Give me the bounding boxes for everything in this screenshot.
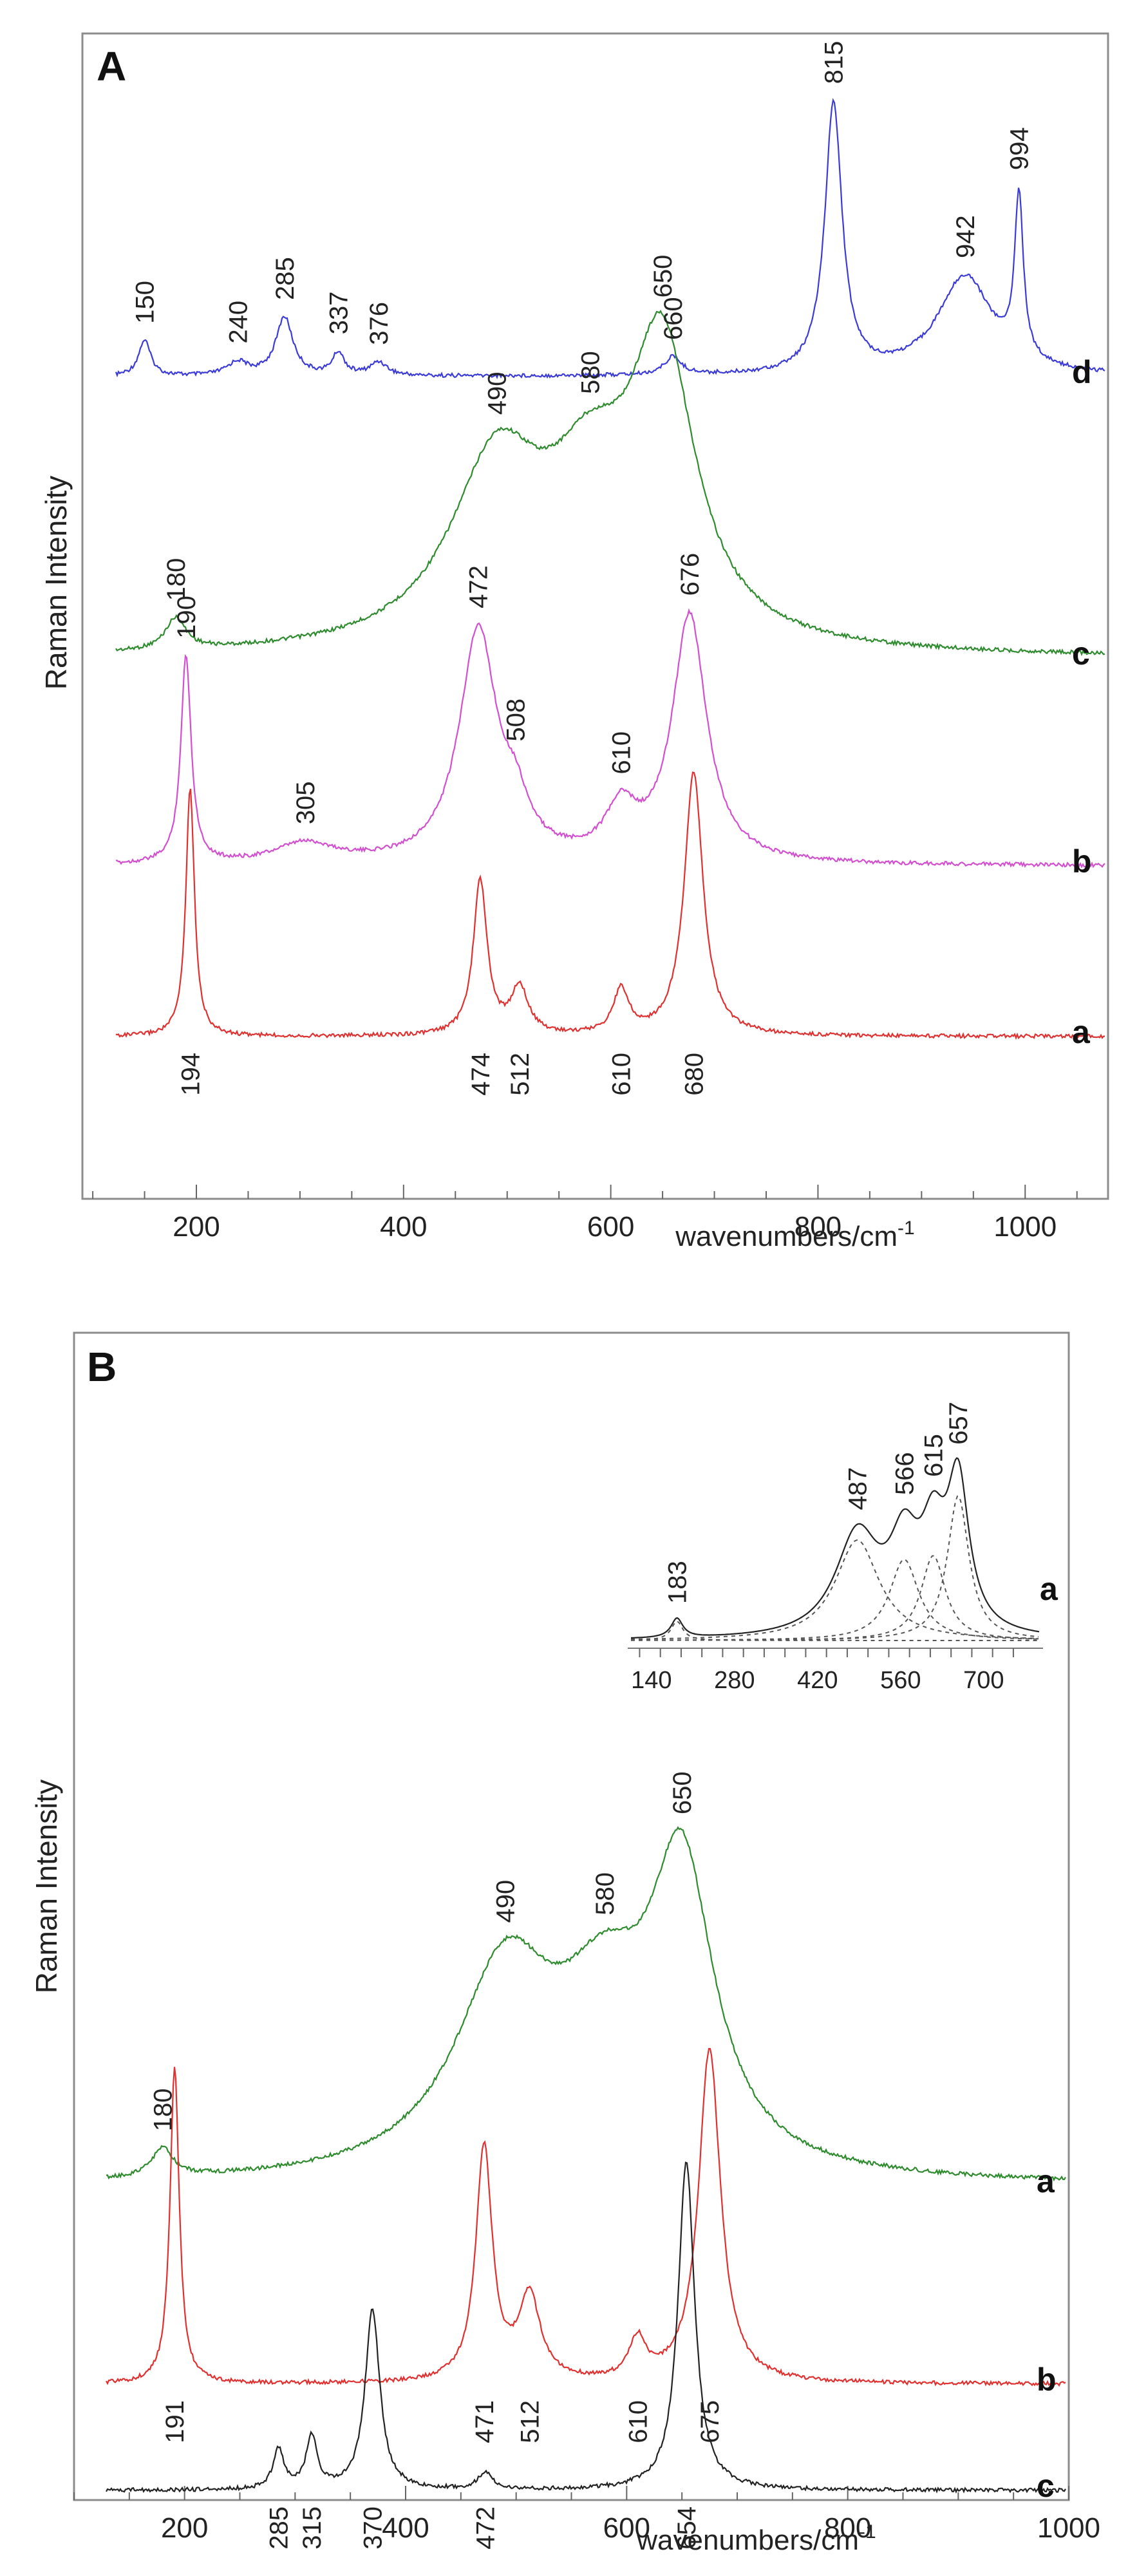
x-tick-label: 1000 <box>1037 2512 1100 2544</box>
peak-label: 180 <box>149 2089 177 2132</box>
peak-label: 490 <box>492 1880 520 1923</box>
peak-label: 150 <box>131 281 160 324</box>
peak-label: 240 <box>224 301 252 344</box>
inset-component-curve <box>630 1620 1039 1641</box>
peak-label: 472 <box>465 565 493 608</box>
peak-label: 815 <box>820 41 849 84</box>
peak-label: 610 <box>608 731 636 775</box>
peak-label: 512 <box>516 2400 544 2443</box>
peak-label: 191 <box>161 2400 189 2443</box>
peak-label: 474 <box>467 1053 495 1096</box>
series-b-label: b <box>1037 2362 1057 2398</box>
peak-label: 370 <box>359 2506 388 2550</box>
series-d-line <box>115 98 1105 379</box>
peak-label: 285 <box>265 2506 294 2550</box>
panel-b: B Raman Intensity wavenumbers/cm-1 200 40… <box>30 1331 1100 2556</box>
x-tick-label: 400 <box>382 2512 429 2544</box>
series-d-label: d <box>1072 354 1092 390</box>
panel-a-frame <box>81 32 1109 1200</box>
peak-label: 194 <box>176 1053 205 1096</box>
inset-peak-label: 183 <box>664 1561 692 1604</box>
panel-b-frame <box>73 1331 1070 2501</box>
peak-label: 650 <box>649 255 677 298</box>
inset-envelope-line <box>630 1457 1040 1639</box>
series-c-line <box>115 310 1105 657</box>
x-tick-label: 800 <box>824 2512 871 2544</box>
panel-a-curves <box>115 98 1105 1040</box>
panel-a: A Raman Intensity wavenumbers/cm-1 200 40… <box>39 32 1109 1252</box>
peak-label: 180 <box>162 558 191 601</box>
panel-a-peak-labels: d 150 240 285 337 376 660 815 942 994 c 180 490 580 65… <box>131 41 1092 1096</box>
peak-label: 190 <box>173 596 201 639</box>
panel-a-ylabel: Raman Intensity <box>39 476 73 690</box>
peak-label: 680 <box>680 1053 708 1096</box>
series-a-line <box>115 771 1105 1040</box>
series-c-line <box>106 2161 1066 2494</box>
x-tick-label: 600 <box>603 2512 650 2544</box>
inset-peak-label: 487 <box>844 1467 872 1510</box>
peak-label: 994 <box>1006 127 1034 171</box>
peak-label: 676 <box>676 553 704 596</box>
inset-tick-label: 700 <box>963 1667 1004 1694</box>
peak-label: 580 <box>577 351 605 394</box>
series-b-line <box>115 608 1105 869</box>
inset-tick-label: 140 <box>631 1667 672 1694</box>
inset-component-curve <box>631 1559 1039 1641</box>
inset-peak-label: 657 <box>945 1402 973 1445</box>
peak-label: 610 <box>608 1053 636 1096</box>
series-a-line <box>106 1826 1066 2182</box>
x-tick-label: 800 <box>794 1211 841 1243</box>
inset-tick-label: 420 <box>797 1667 838 1694</box>
peak-label: 660 <box>659 297 688 340</box>
peak-label: 471 <box>471 2400 499 2443</box>
peak-label: 580 <box>591 1872 619 1915</box>
panel-b-ticks: 200 400 600 800 1000 <box>73 2486 1100 2544</box>
inset-component-curve <box>631 1495 1039 1641</box>
series-a-label: a <box>1037 2163 1055 2199</box>
peak-label: 508 <box>502 699 531 742</box>
peak-label: 285 <box>271 257 299 300</box>
x-tick-label: 200 <box>173 1211 220 1243</box>
inset-series-label: a <box>1040 1571 1058 1607</box>
inset-tick-label: 560 <box>880 1667 921 1694</box>
panel-a-label: A <box>97 43 126 89</box>
panel-b-ylabel: Raman Intensity <box>30 1780 63 1993</box>
peak-label: 675 <box>696 2400 724 2443</box>
peak-label: 650 <box>668 1771 697 1814</box>
inset-component-curve <box>630 1539 1039 1640</box>
panel-b-xlabel: wavenumbers/cm-1 <box>636 2521 876 2556</box>
x-tick-label: 600 <box>587 1211 634 1243</box>
series-b-label: b <box>1072 843 1092 879</box>
peak-label: 337 <box>324 292 353 335</box>
series-b-line <box>106 2048 1066 2387</box>
peak-label: 315 <box>298 2506 326 2550</box>
peak-label: 942 <box>952 215 980 258</box>
peak-label: 376 <box>365 302 393 345</box>
peak-label: 305 <box>292 782 320 825</box>
inset-component-curve <box>631 1555 1039 1641</box>
series-c-label: c <box>1072 635 1090 672</box>
x-tick-label: 200 <box>161 2512 208 2544</box>
inset-tick-label: 280 <box>714 1667 755 1694</box>
peak-label: 610 <box>625 2400 653 2443</box>
panel-b-curves <box>106 1826 1066 2494</box>
inset-peak-label: 566 <box>890 1452 919 1495</box>
series-c-label: c <box>1037 2468 1055 2504</box>
panel-b-label: B <box>87 1344 117 1390</box>
x-tick-label: 1000 <box>993 1211 1057 1243</box>
peak-label: 472 <box>472 2506 500 2550</box>
inset-peak-label: 615 <box>920 1434 948 1477</box>
peak-label: 512 <box>506 1053 534 1096</box>
panel-a-ticks: 200 400 600 800 1000 <box>92 1185 1078 1243</box>
panel-a-xlabel: wavenumbers/cm-1 <box>675 1217 914 1252</box>
peak-label: 490 <box>484 371 512 415</box>
x-tick-label: 400 <box>380 1211 427 1243</box>
series-a-label: a <box>1072 1014 1091 1050</box>
peak-label: 654 <box>673 2506 701 2550</box>
